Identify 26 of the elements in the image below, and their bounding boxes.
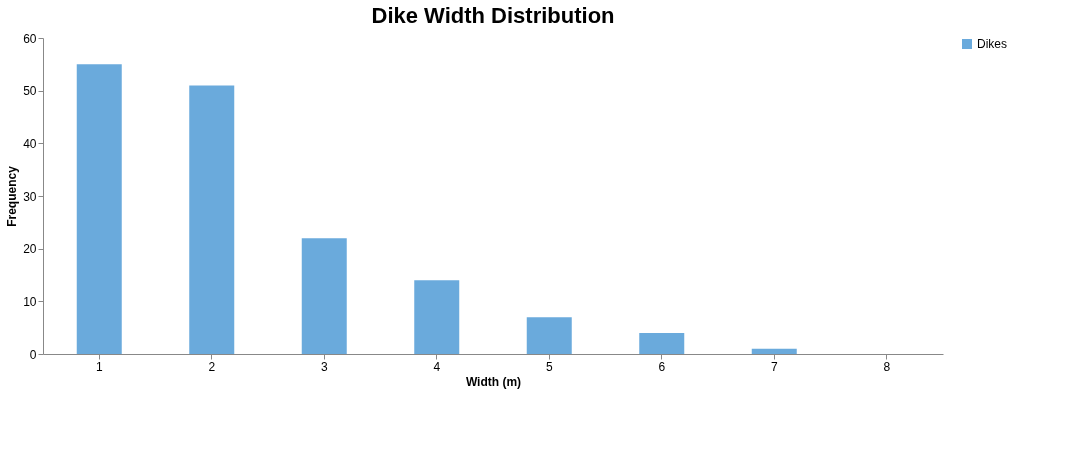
x-tick-label: 4 <box>433 359 441 374</box>
legend-label: Dikes <box>977 37 1008 51</box>
chart-title: Dike Width Distribution <box>371 3 615 28</box>
y-tick-label: 0 <box>29 347 37 362</box>
y-tick-label: 20 <box>23 242 37 257</box>
y-tick-label: 50 <box>23 84 37 99</box>
x-tick-label: 2 <box>208 359 216 374</box>
y-axis-title: Frequency <box>5 165 20 227</box>
bar <box>189 85 235 354</box>
bar <box>639 332 685 354</box>
y-tick-label: 10 <box>23 294 37 309</box>
x-tick-label: 8 <box>883 359 891 374</box>
bar <box>526 317 572 354</box>
x-tick-label: 7 <box>770 359 778 374</box>
x-tick-label: 3 <box>320 359 328 374</box>
bar <box>414 280 460 354</box>
x-tick-label: 5 <box>545 359 553 374</box>
x-tick-label: 6 <box>658 359 666 374</box>
bar <box>751 348 797 354</box>
x-tick-label: 1 <box>95 359 103 374</box>
x-axis-title: Width (m) <box>465 374 522 389</box>
bar <box>301 238 347 354</box>
y-tick-label: 40 <box>23 136 37 151</box>
y-tick-label: 60 <box>23 31 37 46</box>
y-tick-label: 30 <box>23 189 37 204</box>
bar <box>76 64 122 354</box>
